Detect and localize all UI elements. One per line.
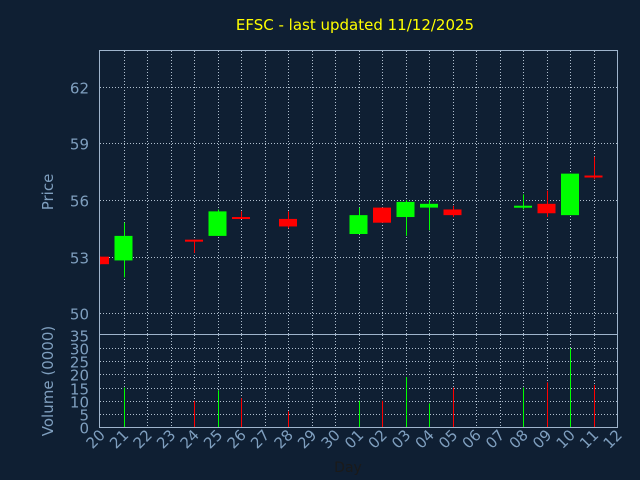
- x-tick-label: 22: [130, 426, 156, 452]
- chart-title: EFSC - last updated 11/12/2025: [236, 16, 474, 34]
- x-tick-label: 21: [106, 426, 132, 452]
- candle: [561, 173, 579, 216]
- x-tick-label: 08: [506, 426, 532, 452]
- x-tick-label: 30: [318, 426, 344, 452]
- candle: [420, 200, 438, 231]
- x-tick-label: 28: [271, 426, 297, 452]
- candle: [114, 222, 133, 278]
- candle-body: [537, 203, 556, 214]
- volume-tick-label: 5: [79, 407, 89, 425]
- grid-lines: [100, 51, 617, 427]
- candle: [396, 200, 415, 236]
- candle-body: [232, 217, 250, 220]
- x-tick-label: 04: [412, 426, 438, 452]
- candle: [208, 209, 227, 236]
- volume-tick-label: 0: [79, 420, 89, 438]
- candle-body: [514, 205, 532, 208]
- candle: [349, 207, 368, 235]
- candle: [584, 156, 603, 180]
- x-tick-label: 12: [600, 426, 626, 452]
- x-tick-label: 02: [365, 426, 391, 452]
- candle: [443, 205, 462, 218]
- price-tick-label: 59: [70, 136, 89, 154]
- candle-body: [100, 256, 109, 265]
- x-tick-label: 06: [459, 426, 485, 452]
- x-tick-label: 11: [576, 426, 602, 452]
- candle: [373, 207, 391, 223]
- x-tick-label: 24: [177, 426, 203, 452]
- candle-body: [208, 211, 227, 236]
- price-tick-label: 56: [70, 193, 89, 211]
- volume-tick-label: 35: [70, 328, 89, 346]
- x-tick-label: 05: [435, 426, 461, 452]
- price-tick-label: 50: [70, 306, 89, 324]
- candle-body: [185, 239, 203, 242]
- price-tick-labels: 62 59 56 53 50: [70, 80, 89, 324]
- x-tick-label: 25: [200, 426, 226, 452]
- price-axis-label: Price: [39, 174, 57, 211]
- x-tick-label: 10: [553, 426, 579, 452]
- x-tick-label: 27: [247, 426, 273, 452]
- x-tick-label: 09: [529, 426, 555, 452]
- volume-bars: [124, 348, 595, 427]
- x-tick-label: 03: [388, 426, 414, 452]
- candle-body: [443, 209, 462, 216]
- volume-tick-label: 30: [70, 341, 89, 359]
- price-tick-label: 62: [70, 80, 89, 98]
- price-panel-frame: [99, 50, 618, 335]
- volume-panel-frame: [99, 334, 618, 428]
- candle: [232, 211, 250, 220]
- candle: [537, 190, 556, 218]
- candle: [100, 256, 109, 265]
- volume-axis-label: Volume (0000): [39, 326, 57, 436]
- x-axis-label: Day: [334, 460, 362, 476]
- candle-body: [279, 218, 297, 227]
- volume-tick-label: 10: [70, 394, 89, 412]
- candle-body: [114, 235, 133, 261]
- x-tick-label: 23: [153, 426, 179, 452]
- candle-body: [584, 175, 603, 178]
- candle-body: [396, 201, 415, 218]
- candle: [514, 194, 532, 210]
- x-tick-label: 29: [294, 426, 320, 452]
- x-tick-label: 26: [224, 426, 250, 452]
- volume-tick-label: 20: [70, 367, 89, 385]
- candle-body: [373, 207, 391, 223]
- candles: [100, 156, 603, 278]
- volume-tick-label: 25: [70, 354, 89, 372]
- candle-body: [561, 173, 579, 216]
- x-tick-label: 07: [482, 426, 508, 452]
- x-tick-labels: 2021222324252627282930010203040506070809…: [83, 426, 626, 452]
- x-tick-label: 01: [341, 426, 367, 452]
- candle: [185, 239, 203, 253]
- price-tick-label: 53: [70, 250, 89, 268]
- volume-tick-label: 15: [70, 381, 89, 399]
- candle: [279, 211, 297, 229]
- candle-body: [349, 215, 368, 235]
- candle-body: [420, 203, 438, 208]
